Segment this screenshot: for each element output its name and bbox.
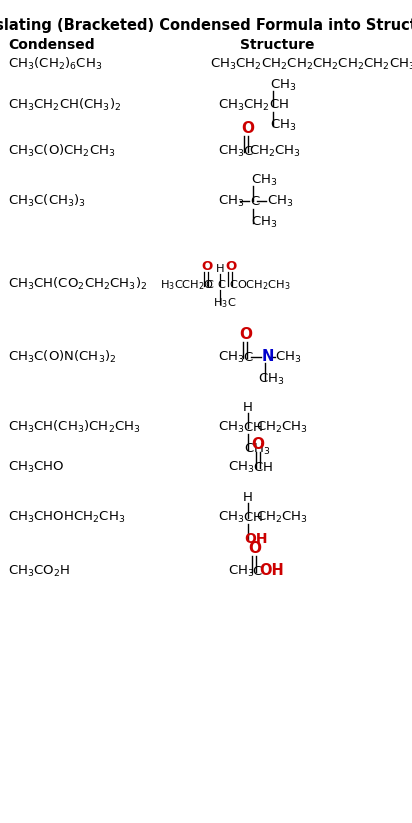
Text: $\mathregular{CH_{3}}$: $\mathregular{CH_{3}}$ <box>258 372 284 387</box>
Text: $\mathregular{CH_{3}C(O)CH_{2}CH_{3}}$: $\mathregular{CH_{3}C(O)CH_{2}CH_{3}}$ <box>8 143 116 159</box>
Text: H: H <box>243 491 253 504</box>
Text: $\mathregular{CH_{3}}$: $\mathregular{CH_{3}}$ <box>270 118 297 133</box>
Text: O: O <box>241 121 255 136</box>
Text: $\mathregular{CH_{3}}$: $\mathregular{CH_{3}}$ <box>218 144 244 159</box>
Text: $\mathregular{CH_{2}CH_{3}}$: $\mathregular{CH_{2}CH_{3}}$ <box>256 420 308 435</box>
Text: $\mathregular{OCH_{2}CH_{3}}$: $\mathregular{OCH_{2}CH_{3}}$ <box>237 278 291 292</box>
Text: $\mathregular{CH_{3}C(O)N(CH_{3})_{2}}$: $\mathregular{CH_{3}C(O)N(CH_{3})_{2}}$ <box>8 349 117 365</box>
Text: $\mathregular{CH_{3}(CH_{2})_{6}CH_{3}}$: $\mathregular{CH_{3}(CH_{2})_{6}CH_{3}}$ <box>8 56 102 72</box>
Text: $\mathregular{CH_{3}}$: $\mathregular{CH_{3}}$ <box>251 173 277 188</box>
Text: $\mathregular{CH_{3}}$: $\mathregular{CH_{3}}$ <box>267 194 293 209</box>
Text: $\mathregular{CH}$: $\mathregular{CH}$ <box>253 461 273 474</box>
Text: N: N <box>262 349 274 364</box>
Text: C: C <box>250 195 259 208</box>
Text: $\mathregular{CH_{3}C(CH_{3})_{3}}$: $\mathregular{CH_{3}C(CH_{3})_{3}}$ <box>8 193 86 209</box>
Text: O: O <box>251 437 265 452</box>
Text: C: C <box>252 565 261 578</box>
Text: $\mathregular{CH_{3}CHOHCH_{2}CH_{3}}$: $\mathregular{CH_{3}CHOHCH_{2}CH_{3}}$ <box>8 510 125 525</box>
Text: $\mathregular{CH_{3}CH_{2}CH}$: $\mathregular{CH_{3}CH_{2}CH}$ <box>218 98 289 113</box>
Text: $\mathregular{CH_{3}}$: $\mathregular{CH_{3}}$ <box>218 194 244 209</box>
Text: $\mathregular{CH_{2}CH_{3}}$: $\mathregular{CH_{2}CH_{3}}$ <box>256 510 308 525</box>
Text: $\mathregular{CH_{3}}$: $\mathregular{CH_{3}}$ <box>275 350 302 365</box>
Text: OH: OH <box>244 532 267 546</box>
Text: $\mathregular{CH_{3}}$: $\mathregular{CH_{3}}$ <box>244 442 270 457</box>
Text: $\mathregular{CH_{3}CH(CH_{3})CH_{2}CH_{3}}$: $\mathregular{CH_{3}CH(CH_{3})CH_{2}CH_{… <box>8 419 141 435</box>
Text: $\mathregular{CH_{3}}$: $\mathregular{CH_{3}}$ <box>218 350 244 365</box>
Text: C: C <box>243 351 252 364</box>
Text: O: O <box>239 327 253 342</box>
Text: $\mathregular{CH_{3}}$: $\mathregular{CH_{3}}$ <box>218 510 244 525</box>
Text: OH: OH <box>259 563 284 578</box>
Text: $\mathregular{CH_{3}CH(CO_{2}CH_{2}CH_{3})_{2}}$: $\mathregular{CH_{3}CH(CO_{2}CH_{2}CH_{3… <box>8 276 147 292</box>
Text: $\mathregular{CH_{3}CHO}$: $\mathregular{CH_{3}CHO}$ <box>8 460 65 475</box>
Text: O: O <box>201 260 213 273</box>
Text: $\mathregular{C}$: $\mathregular{C}$ <box>205 278 214 290</box>
Text: $\mathregular{CH_{2}CH_{3}}$: $\mathregular{CH_{2}CH_{3}}$ <box>249 144 301 159</box>
Text: O: O <box>225 260 236 273</box>
Text: $\mathregular{CH}$: $\mathregular{CH}$ <box>243 511 263 524</box>
Text: $\mathregular{CH_{3}}$: $\mathregular{CH_{3}}$ <box>270 78 297 93</box>
Text: $\mathregular{C}$: $\mathregular{C}$ <box>217 278 226 290</box>
Text: $\mathregular{CH_{3}}$: $\mathregular{CH_{3}}$ <box>218 420 244 435</box>
Text: $\mathregular{CH_{3}}$: $\mathregular{CH_{3}}$ <box>228 460 255 475</box>
Text: $\mathregular{CH}$: $\mathregular{CH}$ <box>243 421 263 434</box>
Text: H: H <box>216 264 224 274</box>
Text: $\mathregular{CH_{3}CO_{2}H}$: $\mathregular{CH_{3}CO_{2}H}$ <box>8 564 70 579</box>
Text: $\mathregular{CH_{3}CH_{2}CH(CH_{3})_{2}}$: $\mathregular{CH_{3}CH_{2}CH(CH_{3})_{2}… <box>8 97 122 113</box>
Text: Structure: Structure <box>240 38 314 52</box>
Text: $\mathregular{CH_{3}CH_{2}CH_{2}CH_{2}CH_{2}CH_{2}CH_{2}CH_{3}}$: $\mathregular{CH_{3}CH_{2}CH_{2}CH_{2}CH… <box>210 57 412 72</box>
Text: Translating (Bracketed) Condensed Formula into Structures: Translating (Bracketed) Condensed Formul… <box>0 18 412 33</box>
Text: $\mathregular{C}$: $\mathregular{C}$ <box>243 145 253 158</box>
Text: $\mathregular{C}$: $\mathregular{C}$ <box>229 278 238 290</box>
Text: H: H <box>243 401 253 414</box>
Text: $\mathregular{H_{3}CCH_{2}O}$: $\mathregular{H_{3}CCH_{2}O}$ <box>160 278 214 292</box>
Text: $\mathregular{H_{3}C}$: $\mathregular{H_{3}C}$ <box>213 296 236 309</box>
Text: O: O <box>248 541 262 556</box>
Text: $\mathregular{CH_{3}}$: $\mathregular{CH_{3}}$ <box>251 215 277 230</box>
Text: $\mathregular{CH_{3}}$: $\mathregular{CH_{3}}$ <box>228 564 255 579</box>
Text: Condensed: Condensed <box>8 38 95 52</box>
